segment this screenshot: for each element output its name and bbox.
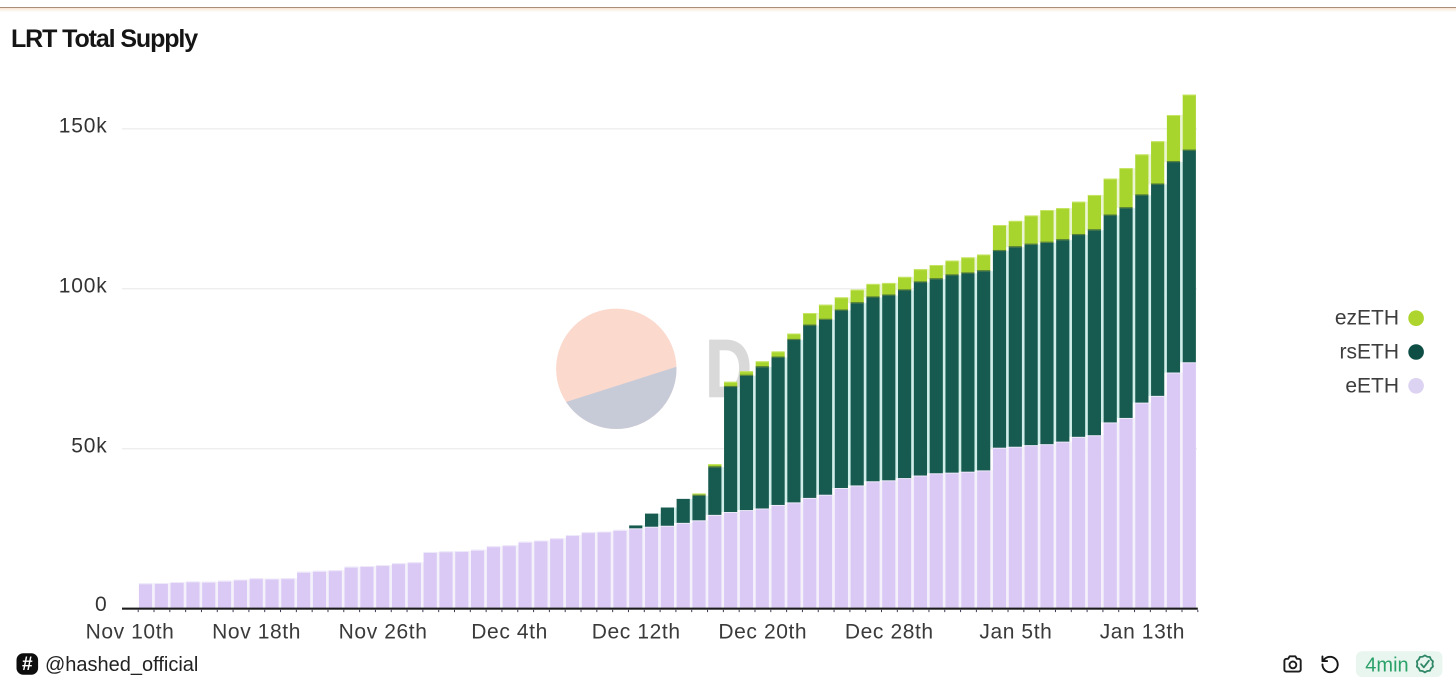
svg-text:ezETH: ezETH <box>1335 307 1399 330</box>
svg-text:Nov 26th: Nov 26th <box>339 620 428 643</box>
svg-text:150k: 150k <box>59 115 108 138</box>
svg-text:4min: 4min <box>1365 655 1408 677</box>
svg-text:Dec 4th: Dec 4th <box>471 620 548 643</box>
svg-text:Nov 10th: Nov 10th <box>86 620 175 643</box>
svg-text:Dec 28th: Dec 28th <box>845 620 934 643</box>
svg-text:100k: 100k <box>59 274 108 297</box>
svg-text:0: 0 <box>95 593 107 616</box>
svg-text:Jan 5th: Jan 5th <box>979 620 1052 643</box>
svg-text:Jan 13th: Jan 13th <box>1100 620 1185 643</box>
svg-text:Dec 12th: Dec 12th <box>592 620 681 643</box>
svg-text:#: # <box>22 654 33 675</box>
svg-text:eETH: eETH <box>1345 374 1399 397</box>
svg-text:Nov 18th: Nov 18th <box>212 620 301 643</box>
svg-text:Dec 20th: Dec 20th <box>718 620 807 643</box>
svg-text:50k: 50k <box>71 435 107 458</box>
svg-text:@hashed_official: @hashed_official <box>45 654 198 676</box>
svg-text:rsETH: rsETH <box>1340 341 1400 364</box>
